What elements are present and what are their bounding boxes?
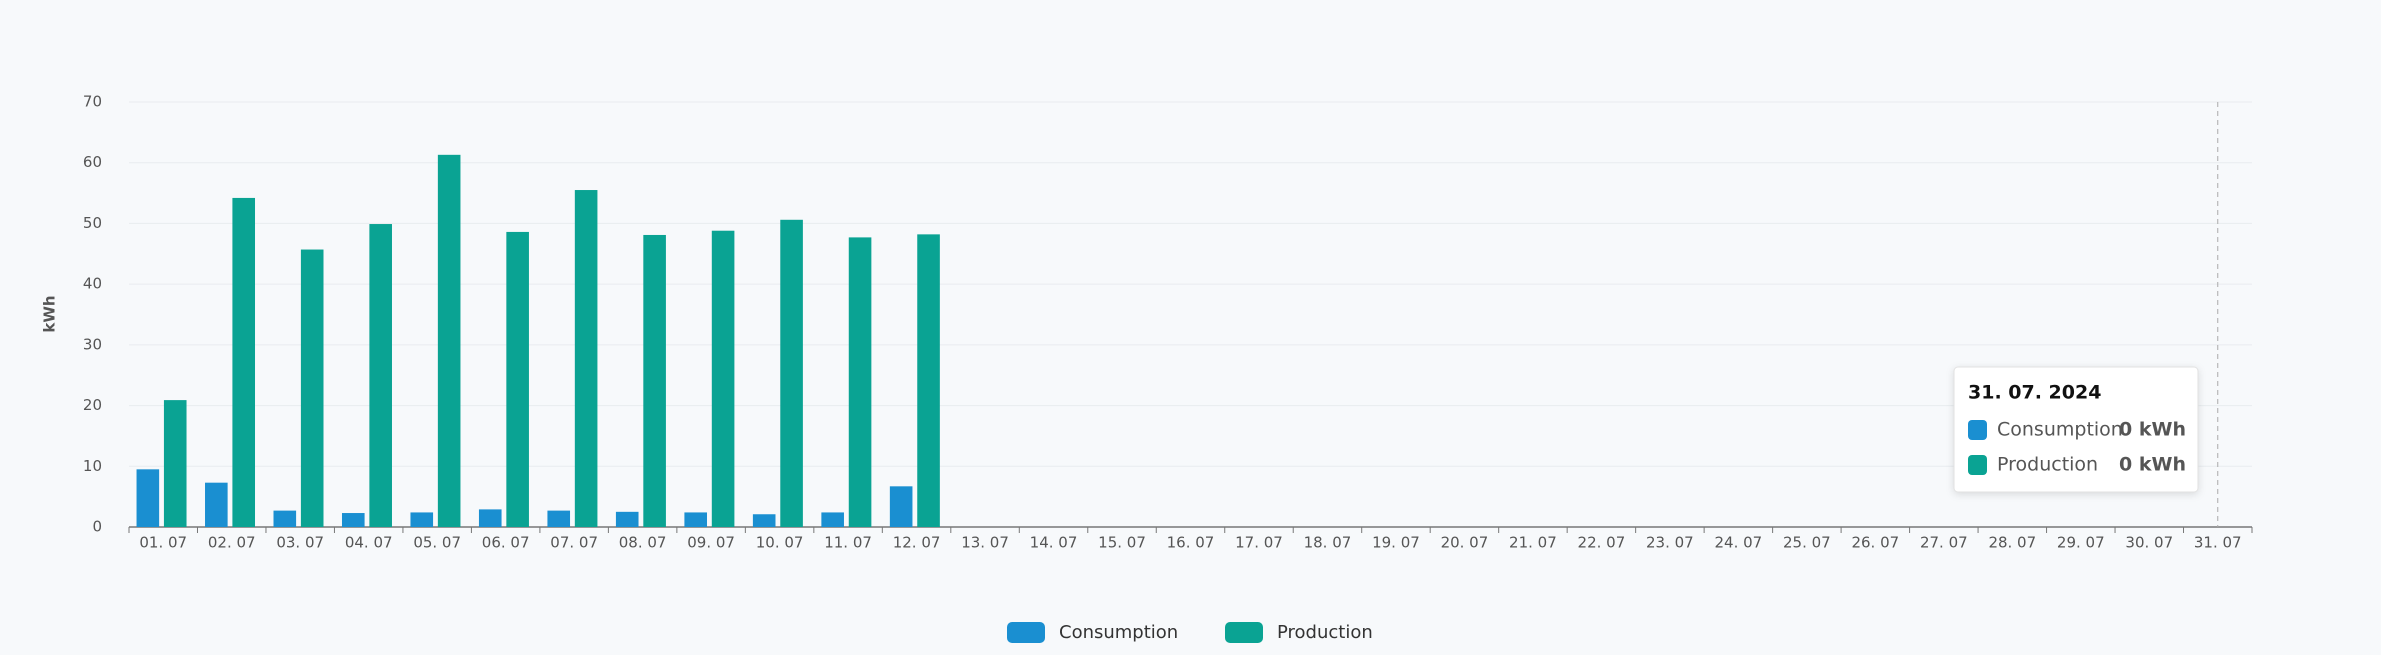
y-tick-label: 10: [83, 457, 102, 475]
x-tick-label: 12. 07: [893, 534, 941, 552]
bar: [917, 234, 940, 527]
x-tick-label: 28. 07: [1988, 534, 2036, 552]
x-tick-label: 15. 07: [1098, 534, 1146, 552]
tooltip-series: Production: [1997, 454, 2098, 476]
bar: [848, 237, 872, 527]
legend-swatch: [1007, 622, 1045, 643]
y-tick-label: 70: [83, 93, 102, 111]
x-tick-label: 14. 07: [1030, 534, 1078, 552]
x-tick-label: 01. 07: [139, 534, 187, 552]
y-axis-label: kWh: [41, 295, 59, 332]
bar: [547, 510, 571, 527]
legend-swatch: [1225, 622, 1263, 643]
x-tick-label: 17. 07: [1235, 534, 1283, 552]
bar: [437, 154, 461, 528]
x-tick-label: 19. 07: [1372, 534, 1420, 552]
bar: [684, 512, 708, 527]
bar: [369, 224, 392, 528]
tooltip-series: Consumption: [1997, 419, 2123, 441]
bar: [163, 400, 187, 527]
legend-label: Consumption: [1059, 622, 1178, 643]
x-tick-label: 20. 07: [1441, 534, 1489, 552]
bar: [478, 509, 502, 527]
x-tick-label: 18. 07: [1304, 534, 1352, 552]
x-tick-label: 21. 07: [1509, 534, 1557, 552]
y-tick-label: 30: [83, 335, 102, 353]
bar: [300, 249, 324, 528]
x-tick-label: 24. 07: [1715, 534, 1763, 552]
bar: [574, 190, 598, 528]
tooltip-title: 31. 07. 2024: [1968, 382, 2101, 404]
x-tick-label: 11. 07: [824, 534, 872, 552]
x-tick-label: 23. 07: [1646, 534, 1694, 552]
bar: [506, 231, 529, 527]
bar: [615, 511, 639, 527]
x-tick-label: 25. 07: [1783, 534, 1831, 552]
bar: [780, 219, 803, 528]
x-tick-label: 30. 07: [2125, 534, 2173, 552]
y-tick-label: 60: [83, 153, 102, 171]
legend-label: Production: [1277, 622, 1373, 643]
x-tick-label: 05. 07: [413, 534, 461, 552]
bar: [821, 512, 844, 527]
tooltip-swatch: [1968, 420, 1987, 440]
x-tick-label: 03. 07: [276, 534, 324, 552]
bar: [410, 512, 434, 527]
x-tick-label: 08. 07: [619, 534, 667, 552]
bar: [205, 482, 228, 527]
y-tick-label: 0: [92, 518, 102, 536]
y-tick-label: 20: [83, 396, 102, 414]
x-tick-label: 07. 07: [550, 534, 598, 552]
x-tick-label: 02. 07: [208, 534, 256, 552]
x-tick-label: 06. 07: [482, 534, 530, 552]
tooltip-swatch: [1968, 455, 1987, 475]
x-tick-label: 26. 07: [1851, 534, 1899, 552]
x-tick-label: 09. 07: [687, 534, 735, 552]
y-tick-label: 40: [83, 275, 102, 293]
x-tick-label: 04. 07: [345, 534, 393, 552]
x-tick-label: 22. 07: [1578, 534, 1626, 552]
bar: [273, 510, 297, 527]
x-tick-label: 10. 07: [756, 534, 804, 552]
tooltip-value: 0 kWh: [2119, 419, 2186, 441]
bar: [341, 513, 365, 527]
x-tick-label: 16. 07: [1167, 534, 1215, 552]
x-tick-label: 27. 07: [1920, 534, 1968, 552]
tooltip-box: [1953, 366, 2199, 493]
bar: [643, 234, 666, 527]
x-tick-label: 29. 07: [2057, 534, 2105, 552]
y-tick-label: 50: [83, 214, 102, 232]
bar: [136, 469, 160, 527]
x-tick-label: 31. 07: [2194, 534, 2242, 552]
bar: [889, 486, 913, 527]
bar: [752, 514, 776, 527]
tooltip-value: 0 kWh: [2119, 454, 2186, 476]
x-tick-label: 13. 07: [961, 534, 1009, 552]
bar: [232, 197, 256, 527]
bar: [711, 230, 735, 527]
